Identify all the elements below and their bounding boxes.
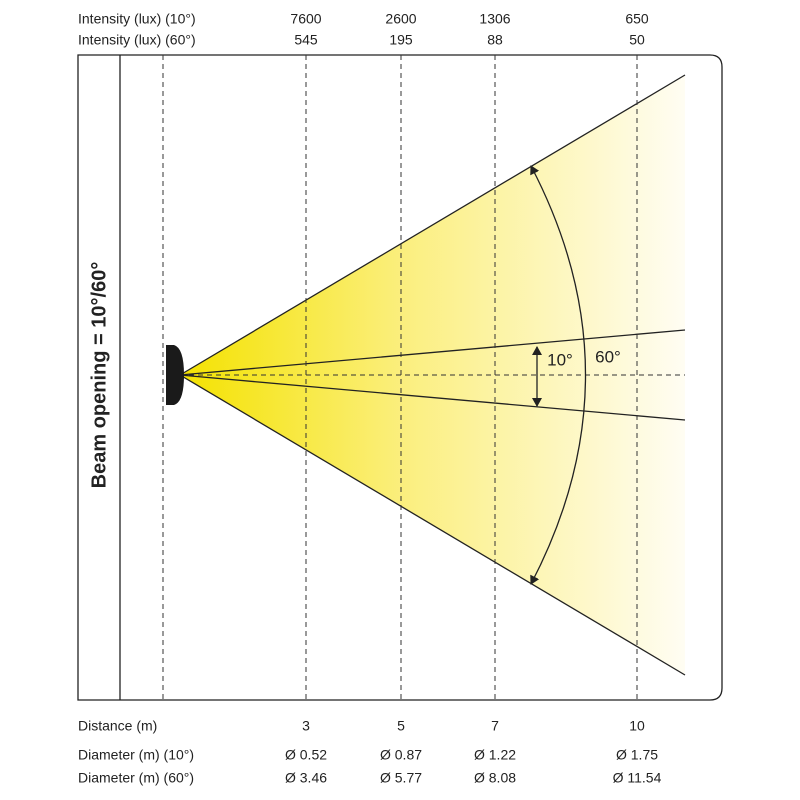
value: Ø 1.22 bbox=[474, 747, 516, 763]
value: 2600 bbox=[385, 11, 416, 27]
value: 5 bbox=[397, 718, 405, 734]
value: Ø 5.77 bbox=[380, 770, 422, 786]
row-label: Intensity (lux) (10°) bbox=[78, 11, 196, 27]
row-label: Intensity (lux) (60°) bbox=[78, 32, 196, 48]
row-label: Distance (m) bbox=[78, 718, 157, 734]
row-label: Diameter (m) (10°) bbox=[78, 747, 194, 763]
beam-edge-10 bbox=[179, 329, 686, 376]
beam-edge bbox=[179, 374, 686, 676]
angle-label: 10° bbox=[547, 350, 573, 369]
value: 7600 bbox=[290, 11, 321, 27]
value: 650 bbox=[625, 11, 649, 27]
value: 545 bbox=[294, 32, 318, 48]
value: Ø 11.54 bbox=[613, 770, 662, 786]
value: 10 bbox=[629, 718, 645, 734]
value: Ø 0.52 bbox=[285, 747, 327, 763]
value: 88 bbox=[487, 32, 503, 48]
footer: Distance (m) 3 5 7 10 Diameter (m) (10°)… bbox=[78, 718, 662, 786]
value: 7 bbox=[491, 718, 499, 734]
distance-guides bbox=[162, 55, 685, 700]
row-label: Diameter (m) (60°) bbox=[78, 770, 194, 786]
frame bbox=[77, 54, 723, 701]
arrow-60 bbox=[530, 165, 587, 585]
value: Ø 8.08 bbox=[474, 770, 516, 786]
light-fixture bbox=[166, 345, 184, 405]
header: Intensity (lux) (10°) 7600 2600 1306 650… bbox=[78, 11, 649, 48]
value: Ø 1.75 bbox=[616, 747, 658, 763]
value: 195 bbox=[389, 32, 413, 48]
value: 50 bbox=[629, 32, 645, 48]
value: 1306 bbox=[479, 11, 510, 27]
angle-label: 60° bbox=[595, 347, 621, 366]
value: Ø 3.46 bbox=[285, 770, 327, 786]
side-label: Beam opening = 10°/60° bbox=[88, 262, 110, 489]
value: Ø 0.87 bbox=[380, 747, 422, 763]
beam-edge-10 bbox=[179, 374, 686, 421]
value: 3 bbox=[302, 718, 310, 734]
beam-edge bbox=[179, 74, 686, 376]
